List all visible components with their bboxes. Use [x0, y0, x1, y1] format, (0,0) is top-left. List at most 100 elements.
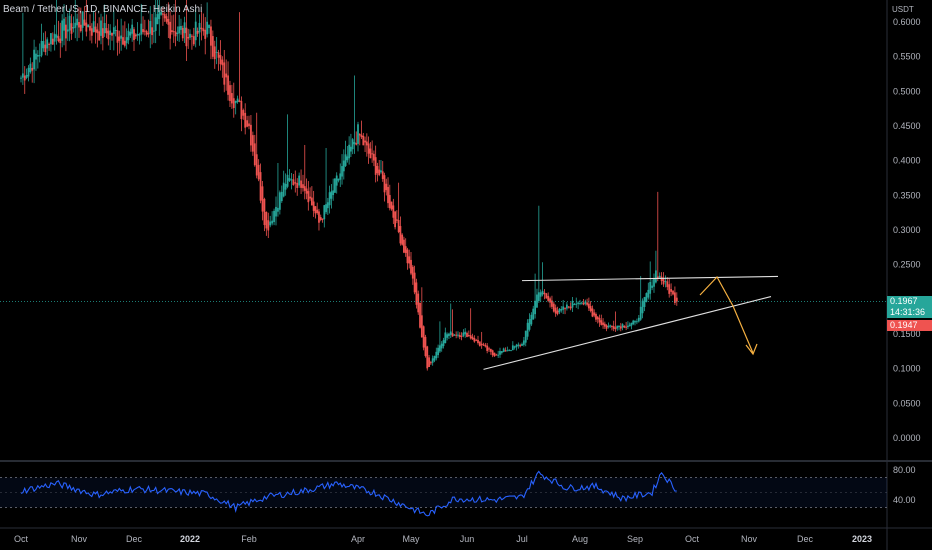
candle-body [603, 323, 606, 327]
candle-body [305, 188, 308, 194]
candle-body [61, 20, 64, 41]
candle-body [378, 169, 381, 176]
candle-body [194, 21, 197, 41]
candle-body [623, 325, 626, 328]
candle-body [607, 326, 610, 328]
candle-body [259, 172, 262, 201]
candle-body [70, 23, 73, 34]
candle-body [558, 308, 561, 313]
candle-body [464, 331, 467, 335]
candle-body [328, 192, 331, 206]
candle-body [577, 302, 580, 304]
candle-body [508, 349, 511, 351]
candle-body [165, 16, 168, 22]
candle-body [482, 344, 485, 346]
candle-body [593, 312, 596, 316]
candle-body [101, 28, 104, 39]
candle-body [242, 110, 245, 116]
candle-body [87, 24, 90, 28]
candle-body [149, 20, 152, 34]
candle-body [192, 36, 195, 45]
candle-body [248, 123, 250, 127]
candle-body [312, 201, 315, 211]
time-tick-label: Oct [14, 534, 29, 544]
candle-body [282, 182, 285, 197]
candle-body [614, 327, 617, 330]
candle-body [255, 154, 258, 176]
candle-body [429, 362, 432, 364]
candle-body [539, 292, 542, 297]
candle-body [85, 22, 88, 32]
candle-body [105, 28, 108, 34]
candle-body [81, 11, 84, 28]
candle-body [300, 180, 302, 188]
candle-body [123, 40, 126, 46]
candle-body [449, 331, 452, 335]
candle-body [383, 175, 386, 193]
time-tick-label: Jul [516, 534, 528, 544]
candle-body [162, 13, 164, 15]
candle-body [618, 325, 620, 328]
candle-body [471, 336, 474, 340]
candle-body [65, 24, 67, 39]
candle-body [575, 303, 578, 305]
candle-body [662, 278, 665, 285]
candle-body [234, 100, 237, 104]
candle-body [424, 336, 427, 356]
candle-body [251, 135, 254, 152]
candle-body [397, 220, 400, 232]
candle-body [489, 348, 492, 352]
candle-body [112, 27, 115, 35]
candle-body [609, 325, 612, 327]
candle-body [437, 347, 439, 356]
candle-body [120, 35, 123, 39]
candle-body [547, 295, 550, 301]
candle-body [303, 186, 306, 191]
candle-body [636, 321, 638, 323]
price-tick-label: 0.0000 [893, 433, 921, 443]
candle-body [410, 259, 412, 274]
candle-body [334, 178, 336, 193]
candle-body [253, 143, 256, 166]
candle-body [314, 206, 317, 214]
candle-body [408, 256, 411, 264]
candle-body [176, 32, 179, 34]
candle-body [23, 75, 26, 81]
candle-body [595, 313, 597, 320]
candle-body [38, 55, 41, 57]
candles-group [20, 0, 678, 371]
candle-body [321, 218, 324, 220]
candle-body [526, 322, 529, 337]
time-tick-label: Apr [351, 534, 365, 544]
countdown-value: 14:31:36 [890, 307, 926, 317]
price-tick-label: 0.6000 [893, 17, 921, 27]
candle-body [395, 219, 398, 221]
candle-body [332, 190, 335, 196]
candle-body [158, 10, 161, 20]
candle-body [189, 33, 191, 38]
candle-body [467, 335, 470, 337]
candle-body [564, 308, 566, 310]
candle-body [351, 139, 354, 150]
candle-body [98, 31, 101, 41]
candle-body [232, 98, 235, 109]
candle-body [44, 44, 47, 53]
candle-body [444, 332, 447, 344]
candle-body [122, 37, 124, 45]
time-tick-label: 2023 [852, 534, 872, 544]
candle-body [284, 183, 287, 190]
candle-body [296, 182, 299, 188]
time-tick-label: Jun [460, 534, 475, 544]
candle-body [627, 325, 629, 328]
candle-body [353, 142, 356, 145]
candle-body [543, 292, 546, 295]
candle-body [213, 46, 216, 60]
candle-body [651, 285, 653, 288]
candle-body [114, 29, 117, 31]
candle-body [140, 23, 143, 35]
candle-body [446, 334, 449, 338]
candle-body [136, 33, 139, 36]
candle-body [406, 249, 409, 264]
candle-body [674, 292, 676, 303]
